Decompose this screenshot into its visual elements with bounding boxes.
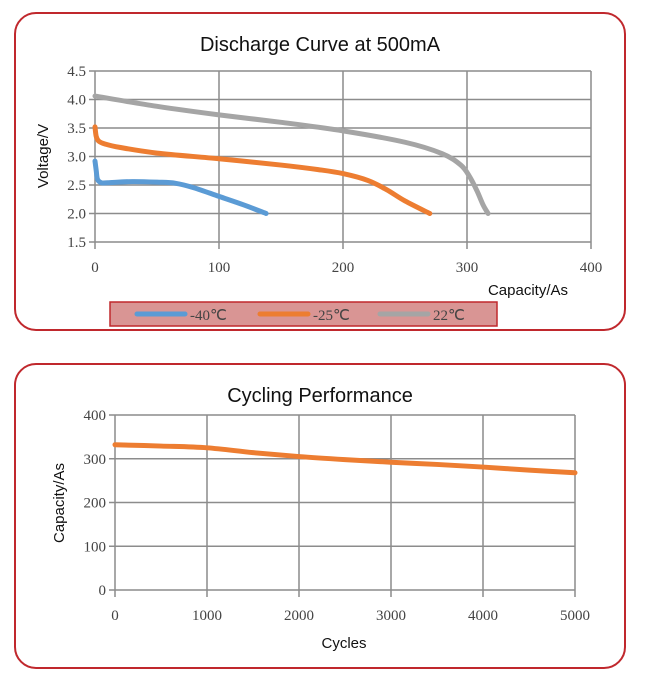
chart-title: Discharge Curve at 500mA (200, 34, 441, 56)
tick-labels: 1.5 2.0 2.5 3.0 3.5 4.0 4.5 0 100 200 300 400 (67, 64, 602, 276)
legend-label: -25℃ (313, 308, 350, 324)
x-axis-label: Capacity/As (488, 282, 568, 299)
legend-label: -40℃ (190, 308, 227, 324)
y-tick-label: 3.5 (67, 121, 86, 137)
grid (89, 70, 592, 249)
y-tick-label: 3.0 (67, 150, 86, 166)
x-tick-label: 300 (456, 260, 479, 276)
series-line--40 (92, 158, 269, 216)
y-tick-label: 1.5 (67, 235, 86, 251)
legend-label: 22℃ (433, 308, 465, 324)
x-tick-label: 400 (580, 260, 603, 276)
series-line--25 (92, 124, 433, 216)
cycling-performance-panel (14, 363, 626, 669)
y-tick-label: 2.5 (67, 178, 86, 194)
x-tick-label: 200 (332, 260, 355, 276)
series-line-22 (92, 93, 491, 216)
y-tick-label: 4.5 (67, 64, 86, 80)
legend: -40℃ -25℃ 22℃ (109, 301, 498, 327)
y-axis-label: Voltage/V (35, 124, 52, 188)
x-tick-label: 100 (208, 260, 231, 276)
series-group (92, 93, 491, 216)
y-tick-label: 2.0 (67, 207, 86, 223)
x-tick-label: 0 (91, 260, 99, 276)
y-tick-label: 4.0 (67, 93, 86, 109)
